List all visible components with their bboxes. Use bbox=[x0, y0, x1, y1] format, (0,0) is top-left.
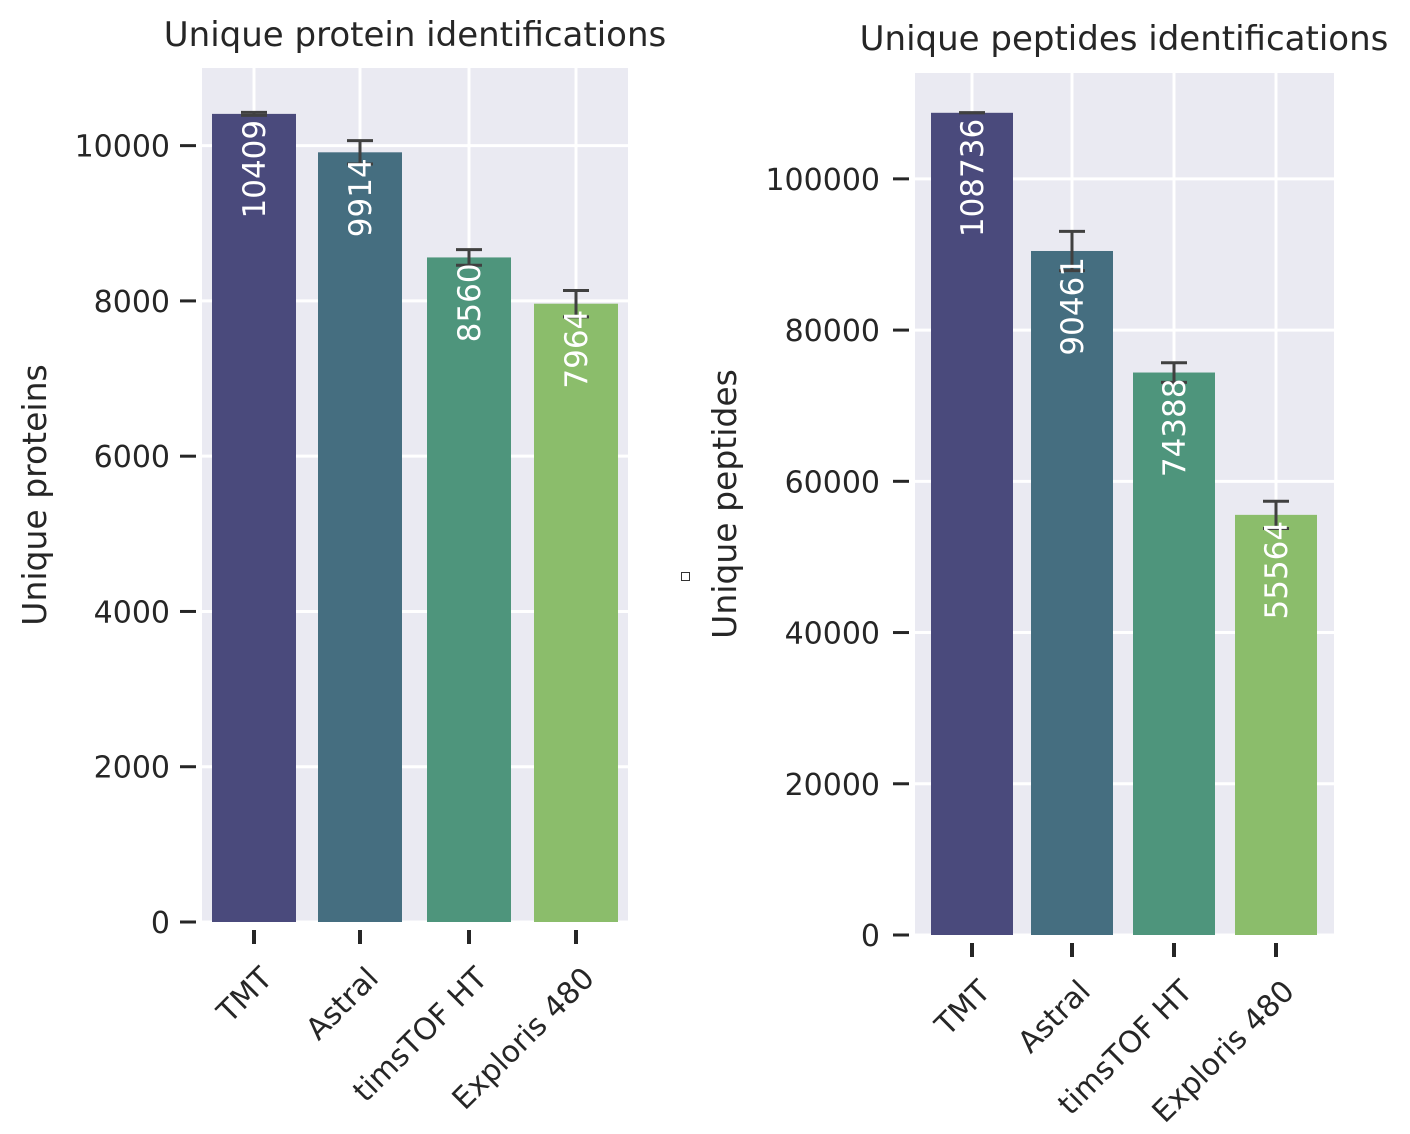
chart-title: Unique peptides identifications bbox=[860, 19, 1389, 59]
bar-timstof-ht bbox=[1133, 372, 1215, 935]
error-bar bbox=[1161, 361, 1187, 384]
error-bar bbox=[1059, 229, 1085, 273]
y-tick-label: 0 bbox=[861, 919, 880, 954]
small-square-marker bbox=[681, 572, 690, 581]
y-axis-label: Unique proteins bbox=[15, 364, 54, 625]
x-tick-label: TMT bbox=[928, 973, 998, 1043]
bar-exploris-480 bbox=[1235, 514, 1317, 935]
chart-panel-1: 10409 9914 8560 7964 0 2000 4000 6000 8000 10000 T… bbox=[15, 15, 666, 1117]
bar-value-label: 55564 bbox=[1259, 521, 1295, 620]
x-tick-label: TMT bbox=[210, 960, 280, 1030]
y-tick-label: 6000 bbox=[94, 440, 170, 475]
bar-value-label: 90461 bbox=[1055, 257, 1091, 356]
chart-panel-2: 108736 90461 74388 55564 0 20000 40000 60000 800… bbox=[705, 19, 1388, 1130]
bar-value-label: 74388 bbox=[1157, 379, 1193, 478]
bar-value-label: 7964 bbox=[559, 310, 595, 389]
error-bar bbox=[456, 248, 482, 267]
y-tick-label: 60000 bbox=[785, 465, 880, 500]
y-tick-label: 2000 bbox=[94, 751, 170, 786]
bar-tmt bbox=[212, 113, 296, 923]
bar-exploris-480 bbox=[534, 303, 618, 923]
y-tick-label: 8000 bbox=[94, 285, 170, 320]
y-tick-label: 80000 bbox=[785, 314, 880, 349]
x-tick-label: Astral bbox=[299, 961, 385, 1047]
y-tick-label: 40000 bbox=[785, 617, 880, 652]
error-bar bbox=[241, 110, 267, 117]
y-tick-label: 10000 bbox=[75, 130, 170, 165]
bar-value-label: 108736 bbox=[955, 119, 991, 237]
error-bar bbox=[347, 139, 373, 166]
bar-value-label: 8560 bbox=[452, 263, 488, 342]
y-axis-label: Unique peptides bbox=[705, 369, 744, 639]
bar-value-label: 10409 bbox=[237, 120, 273, 219]
y-tick-label: 4000 bbox=[94, 595, 170, 630]
bar-tmt bbox=[931, 112, 1013, 936]
error-bar bbox=[563, 289, 589, 319]
y-tick-label: 0 bbox=[151, 906, 170, 941]
error-bar bbox=[1263, 499, 1289, 530]
bar-timstof-ht bbox=[427, 257, 511, 922]
chart-title: Unique protein identifications bbox=[164, 15, 666, 55]
bar-astral bbox=[1031, 250, 1113, 935]
bar-astral bbox=[318, 152, 402, 922]
y-tick-label: 100000 bbox=[765, 163, 880, 198]
y-tick-label: 20000 bbox=[785, 768, 880, 803]
x-tick-label: Astral bbox=[1011, 974, 1097, 1060]
bar-value-label: 9914 bbox=[343, 158, 379, 237]
